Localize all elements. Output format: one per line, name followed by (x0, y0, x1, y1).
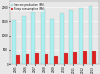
Bar (79, 8, 83, 64)
Bar (70, 10, 73, 64)
Bar (16, 55, 20, 64)
Legend: Iron ore production (Mt), Scrap consumption (Mt): Iron ore production (Mt), Scrap consumpt… (10, 2, 44, 12)
Bar (31, 12, 35, 64)
Bar (45, 54, 48, 64)
Bar (54, 56, 58, 64)
Bar (50, 19, 54, 64)
Bar (73, 52, 77, 64)
Bar (35, 53, 39, 64)
Bar (12, 20, 16, 64)
Bar (41, 9, 45, 64)
Bar (64, 53, 68, 64)
Bar (22, 16, 26, 64)
Bar (26, 54, 29, 64)
Bar (83, 51, 87, 64)
Bar (60, 13, 64, 64)
Bar (89, 6, 92, 64)
Bar (92, 50, 96, 64)
